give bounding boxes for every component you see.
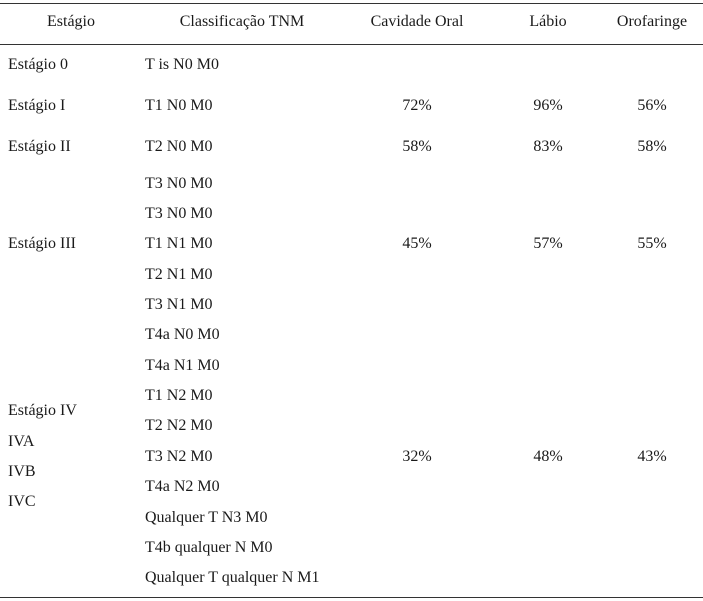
survival-oropharynx: 43% xyxy=(637,448,667,465)
survival-oral-cavity: 72% xyxy=(402,97,432,114)
tnm-entry: T1 N1 M0 xyxy=(145,235,213,252)
stage-sublabel: IVC xyxy=(8,493,36,510)
tnm-entry: T1 N2 M0 xyxy=(145,387,213,404)
header-tnm: Classificação TNM xyxy=(179,13,305,30)
top-rule xyxy=(0,3,703,4)
stage-sublabel: IVA xyxy=(8,433,35,450)
tnm-entry: T4a N2 M0 xyxy=(145,478,220,495)
header-rule xyxy=(0,44,703,45)
tnm-entry: T2 N0 M0 xyxy=(145,138,213,155)
tnm-entry: T3 N0 M0 xyxy=(145,205,213,222)
survival-lip: 48% xyxy=(533,448,563,465)
tnm-entry: T1 N0 M0 xyxy=(145,97,213,114)
tnm-entry: T3 N1 M0 xyxy=(145,296,213,313)
stage-label: Estágio II xyxy=(8,138,71,155)
survival-lip: 57% xyxy=(533,235,563,252)
stage-label: Estágio 0 xyxy=(8,56,68,73)
survival-oral-cavity: 32% xyxy=(402,448,432,465)
stage-label: Estágio IV xyxy=(8,402,77,419)
stage-sublabel: IVB xyxy=(8,463,36,480)
header-stage: Estágio xyxy=(47,13,95,30)
stage-label: Estágio III xyxy=(8,235,76,252)
tnm-entry: T3 N2 M0 xyxy=(145,448,213,465)
bottom-rule xyxy=(0,597,703,598)
survival-oropharynx: 55% xyxy=(637,235,667,252)
survival-oral-cavity: 45% xyxy=(402,235,432,252)
survival-lip: 96% xyxy=(533,97,563,114)
tnm-entry: T2 N1 M0 xyxy=(145,266,213,283)
tnm-entry: Qualquer T qualquer N M1 xyxy=(145,569,320,586)
tnm-entry: Qualquer T N3 M0 xyxy=(145,509,268,526)
survival-oropharynx: 56% xyxy=(637,97,667,114)
tnm-entry: T2 N2 M0 xyxy=(145,417,213,434)
tnm-entry: T3 N0 M0 xyxy=(145,175,213,192)
survival-oropharynx: 58% xyxy=(637,138,667,155)
survival-lip: 83% xyxy=(533,138,563,155)
tnm-entry: T is N0 M0 xyxy=(145,56,219,73)
header-oropharynx: Orofaringe xyxy=(616,13,688,30)
tnm-entry: T4a N1 M0 xyxy=(145,357,220,374)
survival-oral-cavity: 58% xyxy=(402,138,432,155)
header-lip: Lábio xyxy=(529,13,567,30)
tnm-entry: T4b qualquer N M0 xyxy=(145,539,273,556)
tnm-entry: T4a N0 M0 xyxy=(145,326,220,343)
stage-label: Estágio I xyxy=(8,97,66,114)
header-oral-cavity: Cavidade Oral xyxy=(370,13,464,30)
